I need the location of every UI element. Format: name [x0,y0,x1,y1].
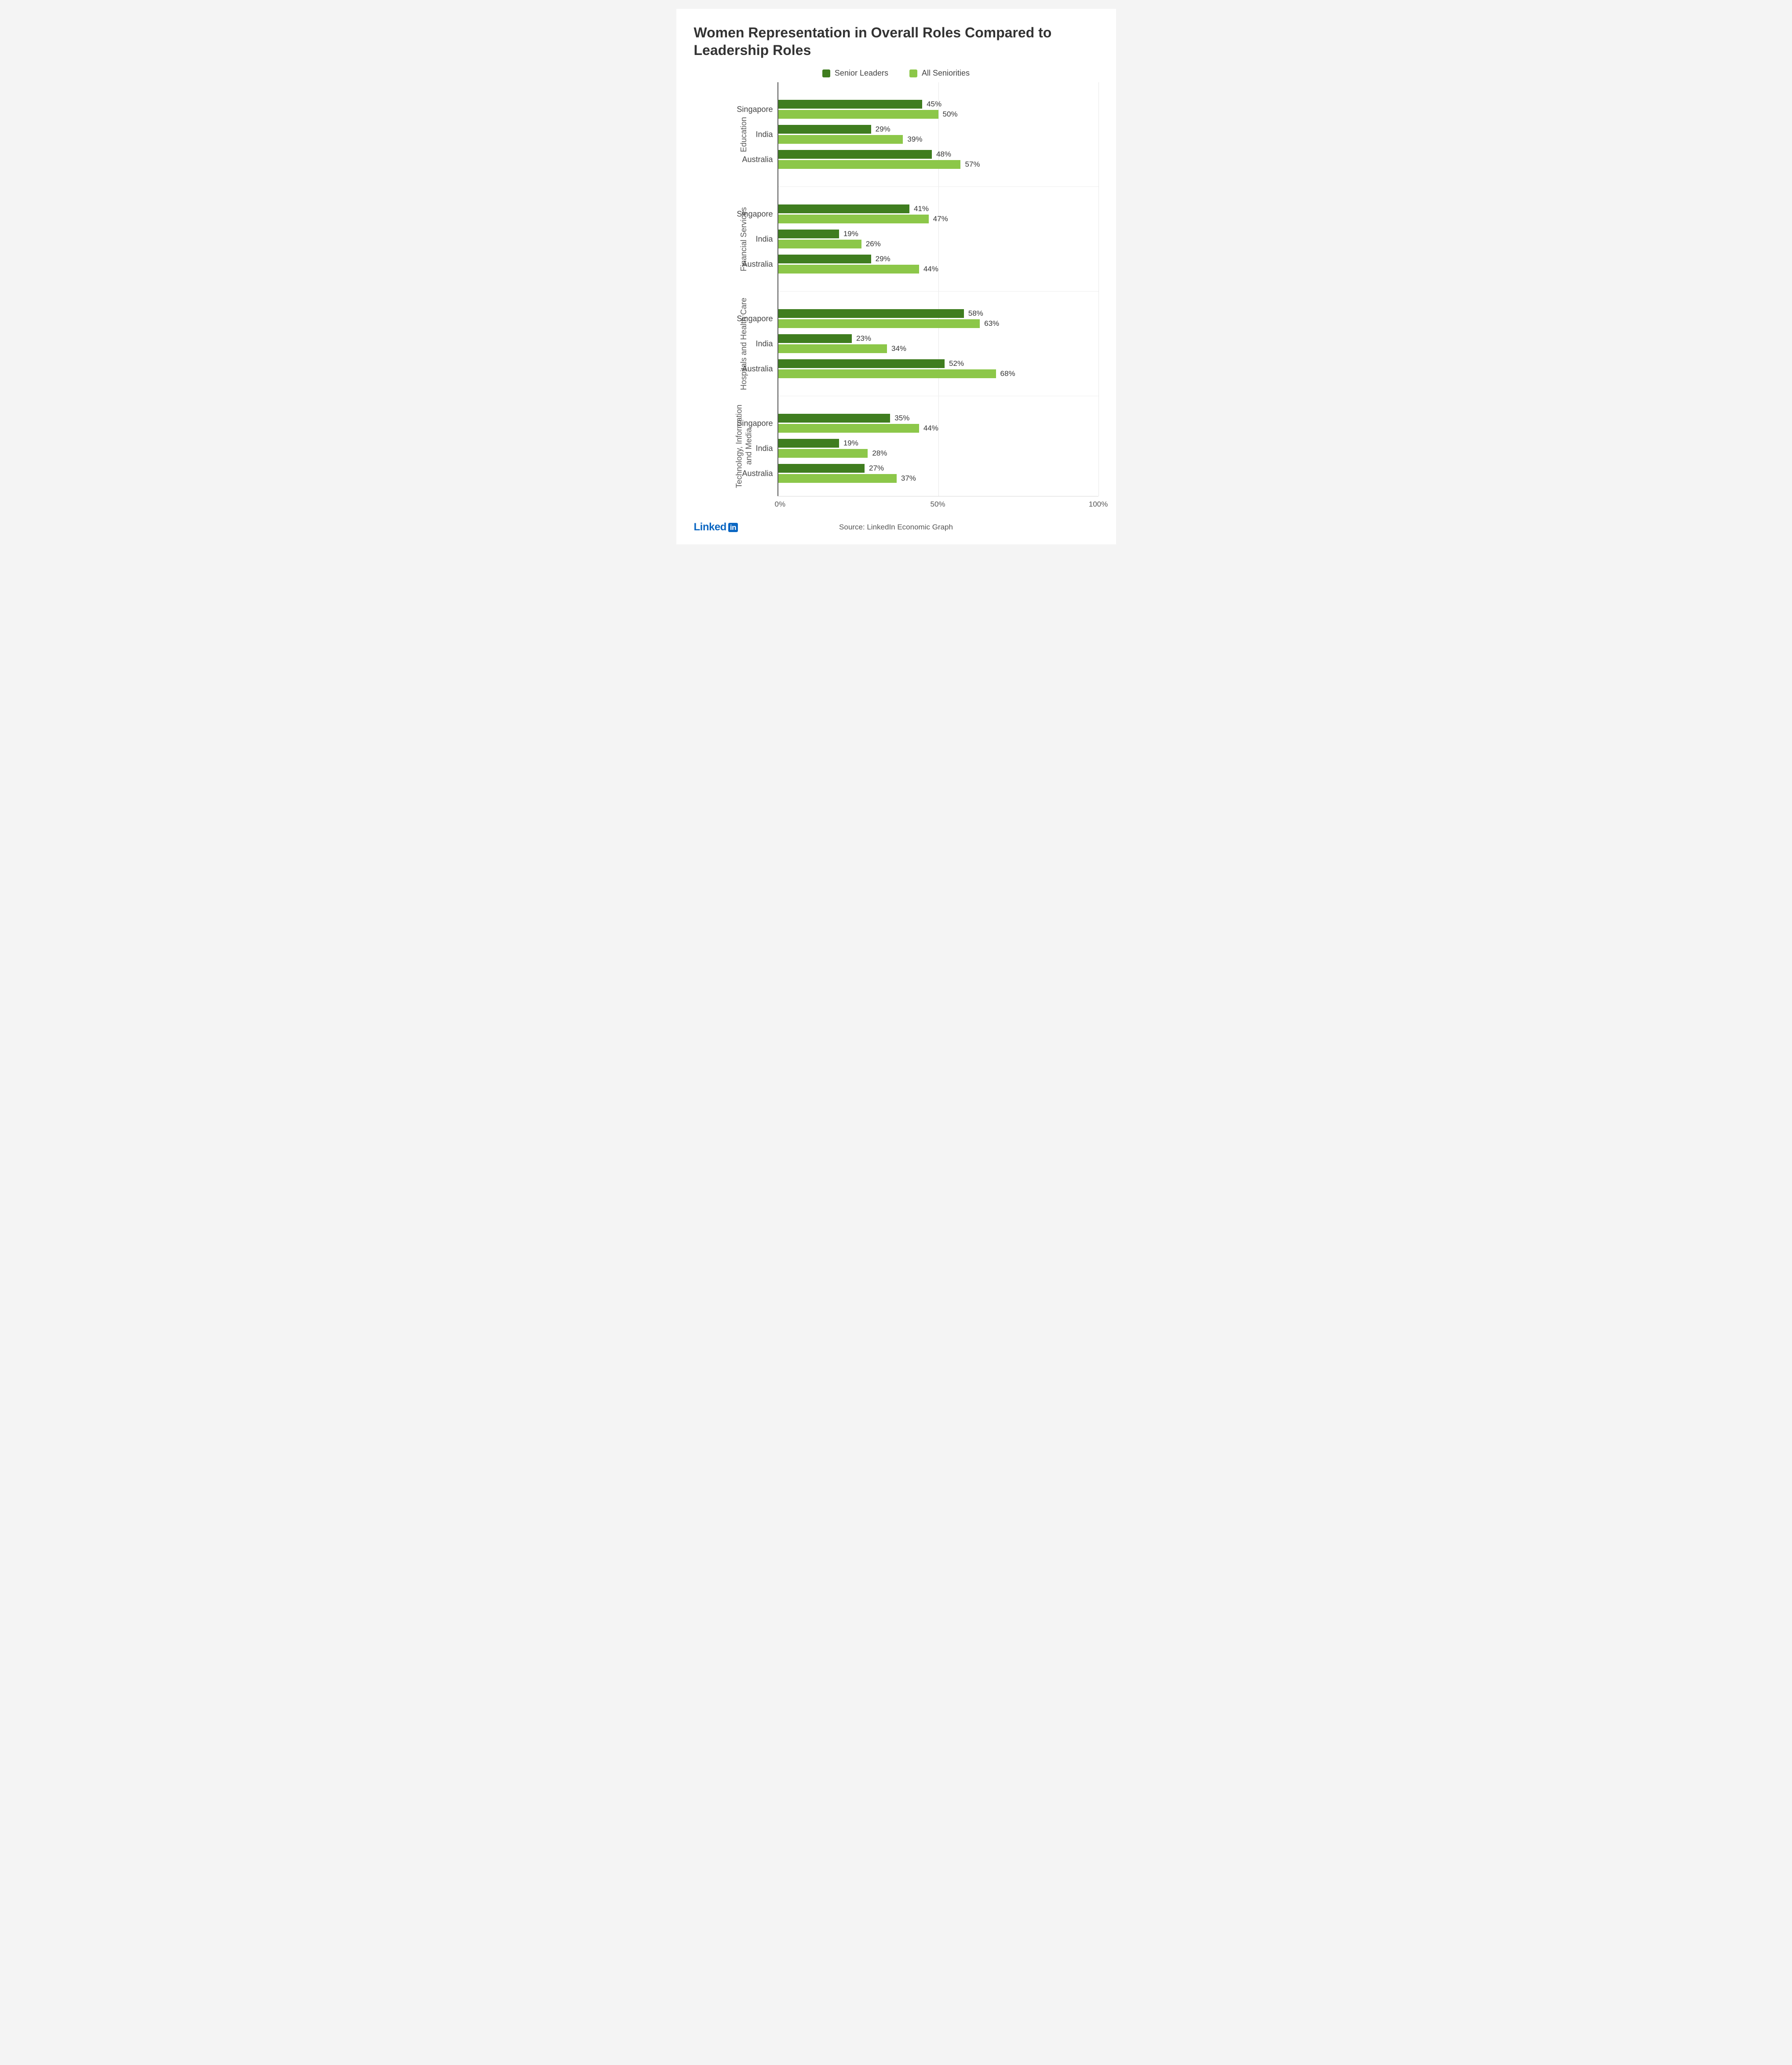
bar-row: Australia27%37% [778,464,1099,483]
logo-text-linked: Linked [694,521,726,533]
bar-senior: 45% [778,100,923,109]
bar-value-label: 39% [903,135,922,144]
bar-value-label: 27% [865,464,884,473]
bar-senior: 29% [778,125,871,134]
bar-senior: 41% [778,204,909,213]
bar-senior: 19% [778,230,839,238]
y-tick-label: Australia [721,364,778,373]
bar-row: India19%26% [778,230,1099,248]
bar-value-label: 45% [922,100,942,109]
bar-all: 28% [778,449,868,458]
legend: Senior Leaders All Seniorities [694,69,1099,78]
bar-all: 39% [778,135,903,144]
y-tick-label: Singapore [721,105,778,114]
bar-value-label: 41% [909,204,929,213]
chart-title: Women Representation in Overall Roles Co… [694,24,1099,59]
bar-value-label: 28% [868,449,887,458]
logo-text-in: in [728,523,738,532]
bar-senior: 19% [778,439,839,448]
bar-value-label: 29% [871,255,891,263]
footer: Linkedin Source: LinkedIn Economic Graph [694,521,1099,534]
x-axis: 0%50%100% [777,496,1099,511]
legend-swatch-all [909,69,917,77]
sector: Hospitals and Health CareSingapore58%63%… [778,292,1099,396]
bar-senior: 48% [778,150,932,159]
bar-all: 37% [778,474,897,483]
bar-row: India29%39% [778,125,1099,144]
bar-value-label: 35% [890,414,909,423]
bar-senior: 52% [778,359,945,368]
y-tick-label: India [721,444,778,453]
bar-value-label: 48% [932,150,951,159]
bar-value-label: 47% [929,215,948,223]
x-tick-label: 50% [930,500,945,509]
plot-inner: EducationSingapore45%50%India29%39%Austr… [777,82,1099,496]
bar-row: Singapore45%50% [778,100,1099,119]
legend-swatch-senior [822,69,830,77]
bar-row: Singapore58%63% [778,309,1099,328]
legend-label-all: All Seniorities [922,69,970,78]
bar-value-label: 63% [980,319,999,328]
bar-value-label: 29% [871,125,891,134]
sector: Technology, Information and MediaSingapo… [778,396,1099,496]
bar-all: 34% [778,344,887,353]
bar-all: 47% [778,215,929,223]
bar-all: 68% [778,369,996,378]
bar-value-label: 52% [945,359,964,368]
plot: EducationSingapore45%50%India29%39%Austr… [777,82,1099,496]
bar-all: 50% [778,110,938,119]
chart-card: Women Representation in Overall Roles Co… [676,9,1116,544]
y-tick-label: Singapore [721,419,778,428]
bar-value-label: 58% [964,309,983,318]
x-tick-label: 100% [1089,500,1108,509]
y-tick-label: Australia [721,259,778,269]
bar-value-label: 19% [839,439,858,448]
bar-row: Australia29%44% [778,255,1099,274]
y-tick-label: Australia [721,469,778,478]
bar-row: Singapore41%47% [778,204,1099,223]
y-tick-label: Singapore [721,209,778,219]
y-tick-label: Australia [721,155,778,164]
bar-value-label: 26% [861,240,881,248]
sector: Financial ServicesSingapore41%47%India19… [778,187,1099,292]
bar-all: 44% [778,424,919,433]
bar-senior: 58% [778,309,964,318]
linkedin-logo: Linkedin [694,521,738,533]
bar-value-label: 34% [887,344,906,353]
bar-row: Australia48%57% [778,150,1099,169]
legend-item-all: All Seniorities [909,69,970,78]
bar-value-label: 37% [897,474,916,483]
bar-all: 57% [778,160,961,169]
bar-value-label: 57% [960,160,980,169]
bar-senior: 23% [778,334,852,343]
bar-row: India23%34% [778,334,1099,353]
legend-item-senior: Senior Leaders [822,69,888,78]
bar-all: 26% [778,240,861,248]
y-tick-label: India [721,339,778,348]
bar-row: Australia52%68% [778,359,1099,378]
legend-label-senior: Senior Leaders [835,69,888,78]
bar-row: Singapore35%44% [778,414,1099,433]
bar-value-label: 44% [919,424,938,433]
bar-value-label: 19% [839,230,858,238]
y-tick-label: India [721,130,778,139]
chart-area: EducationSingapore45%50%India29%39%Austr… [694,82,1099,511]
bar-value-label: 23% [852,334,871,343]
x-tick-label: 0% [775,500,786,509]
sector: EducationSingapore45%50%India29%39%Austr… [778,82,1099,187]
source-text: Source: LinkedIn Economic Graph [839,523,953,532]
bar-value-label: 50% [938,110,958,119]
bar-senior: 27% [778,464,865,473]
bar-all: 63% [778,319,980,328]
bar-all: 44% [778,265,919,274]
bar-value-label: 68% [996,369,1015,378]
bar-senior: 29% [778,255,871,263]
bar-row: India19%28% [778,439,1099,458]
bar-senior: 35% [778,414,891,423]
bar-value-label: 44% [919,265,938,274]
y-tick-label: Singapore [721,314,778,323]
y-tick-label: India [721,234,778,244]
